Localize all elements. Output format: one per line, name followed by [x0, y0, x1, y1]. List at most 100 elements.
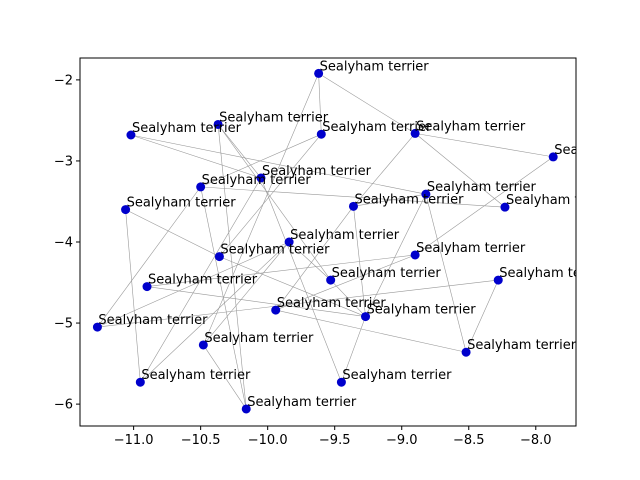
- edge-line: [288, 241, 331, 281]
- edge-line: [365, 194, 427, 317]
- edge-line: [465, 279, 499, 353]
- data-point: [256, 173, 266, 183]
- edge-line: [275, 206, 354, 311]
- edge-line: [130, 134, 426, 195]
- data-point: [410, 128, 420, 138]
- data-point: [361, 312, 371, 322]
- x-axis: −11.0 −10.5 −10.0 −9.5 −9.0 −8.5 −8.0: [114, 426, 552, 448]
- data-point: [92, 322, 102, 332]
- point-label: Sealyham terrier: [499, 266, 609, 281]
- edge-line: [97, 241, 290, 328]
- data-point: [316, 129, 326, 139]
- x-tick-label: −8.0: [520, 433, 552, 448]
- edge-line: [203, 241, 290, 346]
- edge-line: [217, 124, 331, 281]
- edge-line: [219, 134, 322, 257]
- edge-line: [414, 133, 506, 208]
- point-label: Sealyham terrier: [354, 192, 464, 207]
- point-label: Sealyham terrier: [247, 395, 357, 410]
- point-label: Sealyham terrier: [554, 143, 640, 158]
- data-point: [326, 275, 336, 285]
- edge-line: [200, 186, 247, 410]
- edge-line: [217, 124, 262, 179]
- data-point: [493, 275, 503, 285]
- edge-line: [275, 309, 467, 353]
- x-tick-label: −9.5: [319, 433, 351, 448]
- edge-line: [260, 177, 342, 383]
- edge-line: [130, 134, 262, 179]
- data-point: [348, 201, 358, 211]
- data-point: [241, 404, 251, 414]
- edge-line: [219, 256, 366, 317]
- edge-line: [97, 279, 499, 328]
- point-label: Sealyham terrier: [202, 173, 312, 188]
- point-label: Sealyham terrier: [320, 59, 430, 74]
- data-point: [196, 182, 206, 192]
- data-point: [461, 347, 471, 357]
- point-label: Sealyham terrier: [332, 266, 442, 281]
- point-label: Sealyham terrier: [367, 303, 477, 318]
- point-label: Sealyham terrier: [416, 119, 526, 134]
- edge-line: [353, 133, 416, 207]
- x-tick-label: −9.0: [386, 433, 418, 448]
- point-label: Sealyham terrier: [427, 180, 537, 195]
- edge-line: [200, 186, 505, 208]
- edge-line: [97, 186, 201, 328]
- edge-line: [217, 124, 247, 410]
- edge-line: [146, 286, 366, 317]
- point-label: Sealyham terrier: [219, 110, 329, 125]
- x-tick-label: −10.5: [181, 433, 221, 448]
- edge-line: [200, 133, 322, 188]
- edge-line: [341, 316, 366, 383]
- points-layer: [92, 68, 558, 414]
- data-point: [135, 377, 145, 387]
- y-tick-label: −3: [54, 154, 73, 169]
- y-tick-label: −6: [54, 398, 73, 413]
- edge-line: [125, 209, 220, 257]
- edge-line: [146, 254, 416, 287]
- point-label: Sealyham terrier: [416, 241, 526, 256]
- edge-line: [203, 73, 319, 346]
- point-label: Sealyham terrier: [148, 273, 258, 288]
- point-label: Sealyham terrier: [467, 338, 577, 353]
- data-point: [198, 340, 208, 350]
- data-point: [214, 252, 224, 262]
- edge-line: [140, 241, 290, 383]
- y-tick-label: −4: [54, 236, 73, 251]
- x-tick-label: −8.5: [453, 433, 485, 448]
- data-point: [410, 250, 420, 260]
- data-point: [548, 152, 558, 162]
- edge-line: [353, 193, 426, 207]
- point-label: Sealyham terrier: [141, 368, 251, 383]
- y-tick-label: −5: [54, 317, 73, 332]
- data-point: [142, 282, 152, 292]
- point-label: Sealyham terrier: [290, 228, 400, 243]
- edge-line: [318, 73, 416, 134]
- point-label: Sealyham terrier: [127, 196, 237, 211]
- edge-line: [415, 133, 554, 158]
- y-tick-label: −2: [54, 73, 73, 88]
- data-point: [213, 119, 223, 129]
- point-label: Sealyham terrier: [277, 296, 387, 311]
- data-point: [336, 377, 346, 387]
- y-axis: −2 −3 −4 −5 −6: [54, 73, 80, 413]
- data-point: [271, 305, 281, 315]
- point-label: Sealyham terrier: [220, 243, 330, 258]
- edge-line: [125, 209, 141, 383]
- data-point: [284, 237, 294, 247]
- data-point: [121, 205, 131, 215]
- point-label: Sealyham terrier: [506, 193, 616, 208]
- point-label: Sealyham terrier: [262, 164, 372, 179]
- edge-line: [275, 254, 416, 311]
- data-point: [421, 189, 431, 199]
- x-tick-label: −11.0: [114, 433, 154, 448]
- point-label: Sealyham terrier: [342, 368, 452, 383]
- edge-line: [203, 344, 247, 410]
- edge-line: [318, 73, 322, 135]
- x-tick-label: −10.0: [248, 433, 288, 448]
- edges-layer: [97, 73, 554, 410]
- point-label: Sealyham terrier: [204, 331, 314, 346]
- point-label: Sealyham terrier: [132, 121, 242, 136]
